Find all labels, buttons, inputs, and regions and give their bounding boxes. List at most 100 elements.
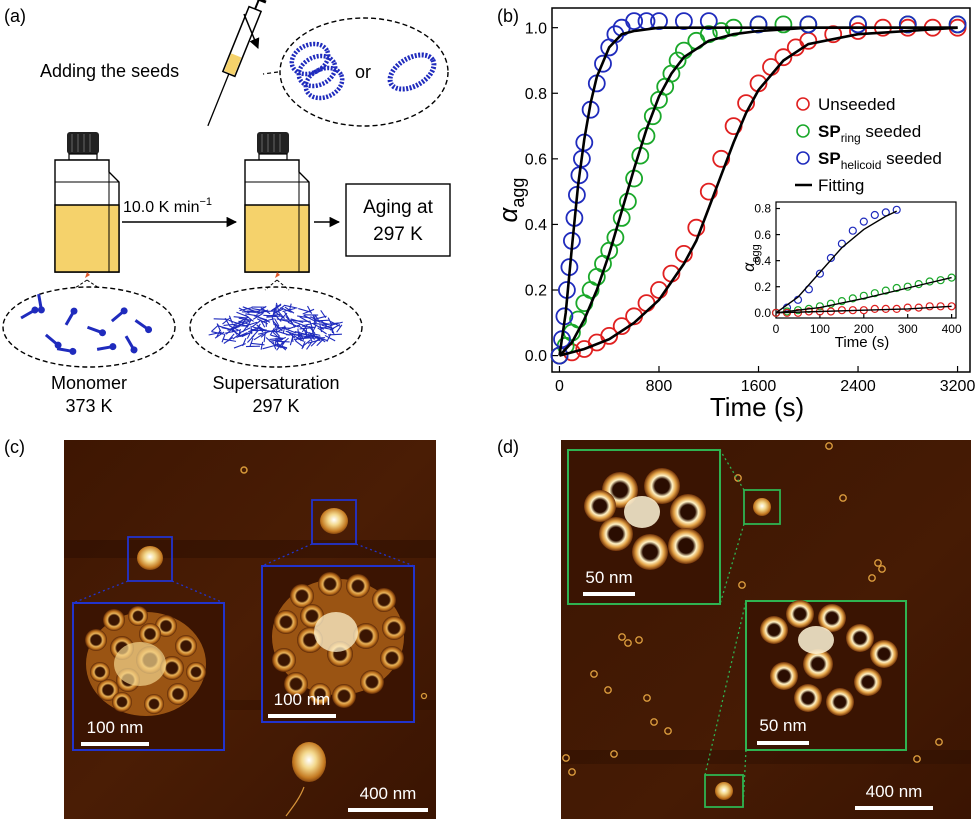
supersaturated-aggregate	[208, 302, 343, 351]
inset-x-axis-label: Time (s)	[835, 334, 889, 351]
main-series-unseeded	[550, 18, 967, 365]
afm-ring	[167, 683, 189, 705]
monomer-molecule	[56, 347, 77, 355]
scale-bar-d	[855, 806, 933, 810]
main-point	[650, 12, 668, 31]
monomer-bubble	[2, 286, 176, 368]
main-series-sp-helicoid-seeded	[550, 12, 967, 365]
main-point	[849, 15, 867, 34]
inset-point	[848, 294, 857, 303]
main-y-tick-label: 0.4	[525, 217, 547, 234]
main-x-tick-label: 0	[555, 378, 564, 395]
scale-label-d1: 50 nm	[585, 568, 632, 587]
afm-ring	[128, 606, 148, 626]
inset-fit-curve-unseeded	[775, 305, 952, 314]
panel-d-label: (d)	[497, 437, 519, 457]
afm-small-ring	[874, 559, 882, 567]
adding-seeds-label: Adding the seeds	[40, 61, 179, 81]
inset-point	[936, 276, 945, 285]
scale-label-d-main: 400 nm	[866, 782, 923, 801]
scale-label-c2: 100 nm	[274, 690, 331, 709]
afm-ring	[112, 692, 132, 712]
aging-label-line2: 297 K	[373, 224, 423, 245]
panel-c: (c) 100 nm	[4, 437, 436, 819]
monomer-molecule	[110, 307, 128, 323]
afm-ring	[803, 649, 833, 679]
afm-ring	[97, 679, 119, 701]
inset-point	[859, 217, 868, 226]
main-point	[668, 51, 687, 70]
aging-label-line1: Aging at	[363, 197, 433, 218]
afm-ring	[786, 600, 814, 628]
afm-small-ring	[738, 581, 746, 589]
zoom-box-d2	[704, 774, 744, 808]
afm-inset-c2: 100 nm	[261, 565, 415, 723]
afm-ring	[309, 683, 331, 705]
panel-a-label: (a)	[4, 6, 26, 26]
afm-inset-c1: 100 nm	[72, 602, 225, 751]
main-point	[625, 12, 643, 31]
afm-ring	[139, 623, 161, 645]
inset-point	[870, 289, 879, 298]
legend-marker-ring	[796, 124, 810, 138]
inset-point	[870, 210, 879, 220]
inset-x-tick-label: 400	[942, 322, 962, 336]
afm-small-ring	[604, 686, 612, 694]
inset-point	[881, 286, 890, 295]
main-x-tick-label: 1600	[741, 378, 777, 395]
main-point	[799, 15, 818, 34]
monomer-molecules	[20, 293, 153, 355]
afm-ring	[372, 588, 396, 612]
main-x-tick-label: 3200	[940, 378, 975, 395]
afm-ring	[584, 490, 616, 522]
main-fit-curve-sp-ring-seeded	[558, 26, 958, 357]
afm-small-ring	[839, 494, 847, 502]
afm-ring	[770, 662, 798, 690]
ring-seed-icon	[387, 52, 437, 92]
afm-small-ring	[618, 633, 626, 641]
main-x-tick-label: 800	[646, 378, 673, 395]
monomer-temp-label: 373 K	[65, 396, 112, 416]
afm-ring	[284, 672, 308, 696]
afm-ring	[382, 616, 406, 640]
main-point	[699, 12, 718, 31]
afm-small-ring	[562, 754, 570, 762]
afm-ring	[353, 623, 379, 649]
afm-ring	[794, 684, 822, 712]
main-x-tick-label: 2400	[840, 378, 876, 395]
helicoid-seed-icon	[289, 41, 345, 101]
seed-balloon	[279, 17, 449, 127]
main-y-tick-label: 0.2	[525, 283, 547, 300]
inset-point	[870, 304, 879, 313]
inset-point	[903, 303, 912, 312]
zoom-box-d1	[743, 489, 781, 525]
afm-ring	[90, 662, 110, 682]
afm-ring	[272, 648, 296, 672]
main-point	[824, 25, 843, 44]
afm-ring	[668, 528, 704, 564]
main-point	[849, 22, 867, 40]
main-fit-curve-sp-helicoid-seeded	[558, 26, 958, 356]
afm-small-ring	[868, 574, 876, 582]
afm-ring	[870, 640, 898, 668]
afm-ring	[632, 534, 668, 570]
main-point	[898, 15, 917, 34]
panel-b-label: (b)	[497, 6, 519, 26]
scale-label-c-main: 400 nm	[360, 784, 417, 803]
supersaturation-label: Supersaturation	[212, 373, 339, 393]
afm-small-ring	[635, 636, 643, 644]
panel-b: (b) 0 800 1600 2400 3200 0.0 0.2 0.4 0.6 0.8 1.0 α…	[493, 6, 975, 422]
scale-label-d2: 50 nm	[759, 716, 806, 735]
main-point	[749, 15, 768, 34]
monomer-molecule	[96, 343, 117, 351]
afm-small-ring	[650, 718, 658, 726]
main-point	[774, 48, 793, 67]
afm-small-ring	[590, 670, 598, 678]
inset-point	[947, 273, 956, 282]
afm-small-ring	[664, 727, 672, 735]
monomer-molecule	[86, 325, 107, 337]
afm-ring	[599, 517, 633, 551]
afm-ring	[144, 694, 164, 714]
inset-y-tick-label: 0.8	[754, 202, 771, 216]
